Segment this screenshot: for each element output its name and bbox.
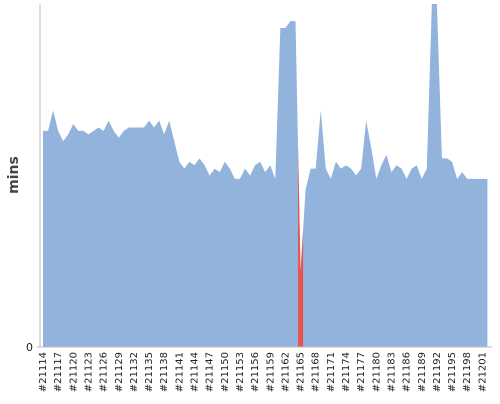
x-tick-label: #21174 (341, 352, 352, 392)
x-tick-label: #21189 (417, 352, 428, 392)
y-tick-label: 0 (26, 341, 33, 354)
x-tick-label: #21126 (99, 352, 110, 392)
highlight-area (298, 146, 304, 347)
x-tick-label: #21162 (280, 352, 291, 392)
x-tick-label: #21129 (114, 352, 125, 392)
x-tick-label: #21183 (386, 352, 397, 392)
x-tick-label: #21138 (159, 352, 170, 392)
x-tick-label: #21153 (235, 352, 246, 392)
x-tick-label: #21150 (220, 352, 231, 392)
x-tick-label: #21198 (462, 352, 473, 392)
x-tick-label: #21144 (190, 352, 201, 392)
x-tick-label: #21186 (402, 352, 413, 392)
x-tick-label: #21141 (174, 352, 185, 392)
x-tick-label: #21135 (144, 352, 155, 392)
x-tick-label: #21180 (371, 352, 382, 392)
x-tick-label: #21195 (447, 352, 458, 392)
x-tick-label: #21120 (68, 352, 79, 392)
x-tick-label: #21114 (38, 352, 49, 392)
area (43, 4, 488, 347)
x-tick-label: #21165 (296, 352, 307, 392)
x-tick-label: #21123 (83, 352, 94, 392)
y-axis-label: mins (6, 156, 22, 194)
x-tick-label: #21117 (53, 352, 64, 392)
x-tick-label: #21201 (477, 352, 488, 392)
x-tick-label: #21132 (129, 352, 140, 392)
x-tick-label: #21171 (326, 352, 337, 392)
x-tick-label: #21177 (356, 352, 367, 392)
x-tick-label: #21192 (432, 352, 443, 392)
x-tick-label: #21159 (265, 352, 276, 392)
x-tick-label: #21168 (311, 352, 322, 392)
x-tick-label: #21156 (250, 352, 261, 392)
x-tick-label: #21147 (205, 352, 216, 392)
